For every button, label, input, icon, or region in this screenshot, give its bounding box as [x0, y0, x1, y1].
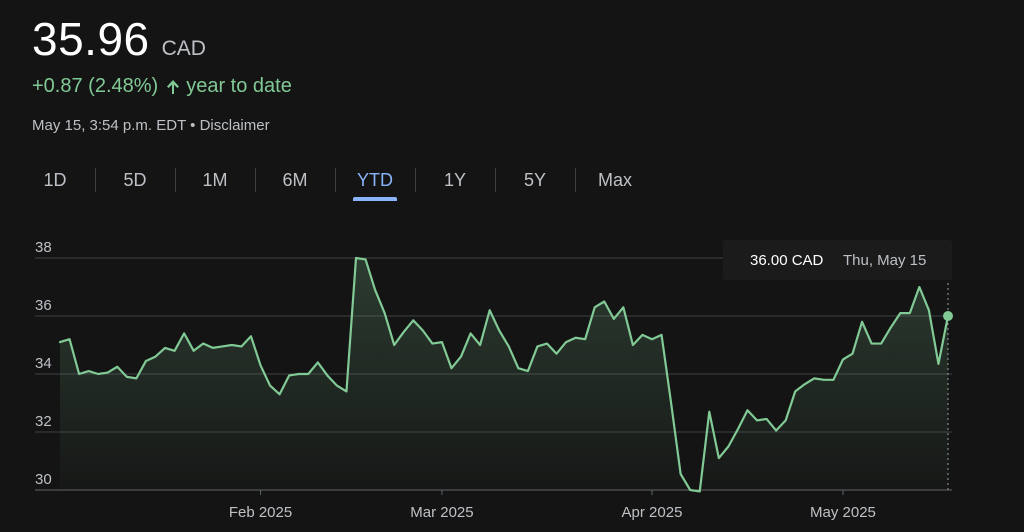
currency-label: CAD [161, 37, 206, 60]
tab-1d[interactable]: 1D [43, 170, 67, 190]
tab-1y[interactable]: 1Y [415, 158, 495, 202]
quote-timestamp: May 15, 3:54 p.m. EDT [32, 117, 186, 134]
price-area-fill [60, 258, 948, 492]
price-change: +0.87 (2.48%) year to date [32, 75, 292, 98]
tab-5d[interactable]: 5D [95, 158, 175, 202]
change-value: +0.87 (2.48%) [32, 75, 159, 97]
x-tick-label: Mar 2025 [410, 504, 473, 521]
disclaimer-link[interactable]: Disclaimer [199, 117, 270, 134]
change-period: year to date [186, 75, 292, 97]
y-tick-label: 30 [35, 471, 52, 488]
tooltip-date: Thu, May 15 [843, 252, 926, 269]
arrow-up-icon [167, 79, 180, 94]
tab-ytd[interactable]: YTD [335, 158, 415, 202]
separator-dot: • [190, 117, 196, 134]
y-tick-label: 34 [35, 355, 52, 372]
x-tick-label: Feb 2025 [229, 504, 292, 521]
current-price: 35.96 [32, 13, 150, 65]
tab-6m[interactable]: 6M [255, 158, 335, 202]
quote-header: 35.96 CAD [32, 12, 206, 66]
x-tick-label: Apr 2025 [622, 504, 683, 521]
y-tick-label: 36 [35, 297, 52, 314]
tab-max[interactable]: Max [575, 158, 655, 202]
tooltip-value: 36.00 CAD [750, 252, 824, 269]
timestamp-line: May 15, 3:54 p.m. EDT • Disclaimer [32, 117, 270, 134]
tab-5y[interactable]: 5Y [495, 158, 575, 202]
y-tick-label: 38 [35, 239, 52, 256]
price-series-line [58, 256, 950, 493]
y-tick-label: 32 [35, 413, 52, 430]
tab-1m[interactable]: 1M [175, 158, 255, 202]
price-tooltip: 36.00 CAD Thu, May 15 [723, 240, 952, 280]
time-range-tabs: 1D 5D 1M 6M YTD 1Y 5Y Max [15, 157, 655, 203]
x-tick-label: May 2025 [810, 504, 876, 521]
hover-point-marker [943, 311, 953, 321]
